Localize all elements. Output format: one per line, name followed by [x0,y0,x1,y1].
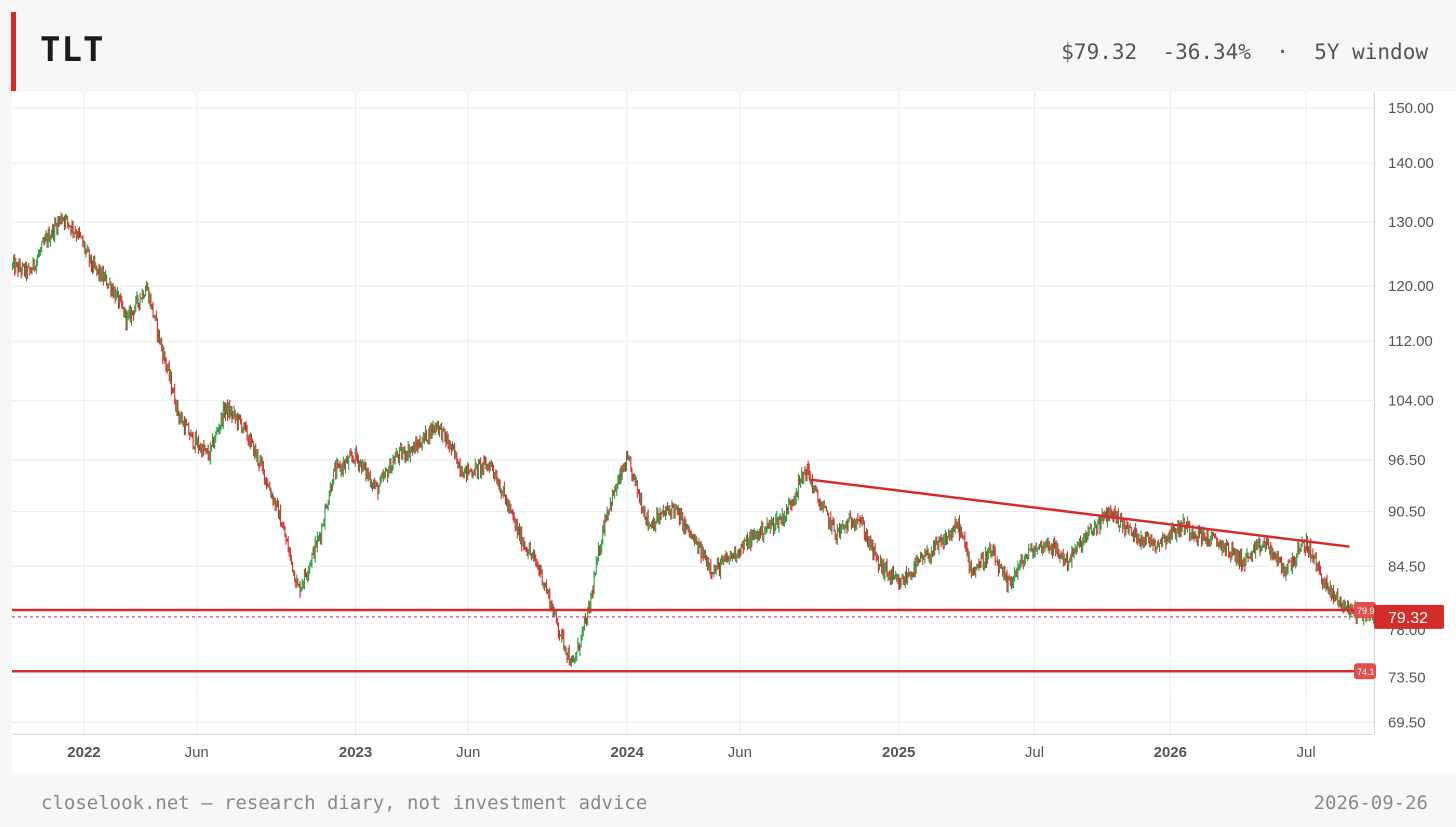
time-window: 5Y window [1314,40,1428,64]
x-tick-label: Jun [185,744,209,761]
y-tick-label: 120.00 [1388,278,1434,295]
support-lower-tag: 74.1 [1357,667,1375,677]
y-tick-label: 104.00 [1388,392,1434,409]
footer-disclaimer: closelook.net — research diary, not inve… [41,792,648,814]
chart-header: TLT $79.32 -36.34% · 5Y window [0,0,1456,92]
y-tick-label: 84.50 [1388,558,1426,575]
support-upper-tag-bg [1354,602,1376,619]
last-price: $79.32 [1061,40,1138,64]
x-tick-label: 2023 [339,744,372,761]
x-tick-label: Jul [1297,744,1316,761]
x-tick-label: 2026 [1154,744,1187,761]
accent-bar [11,12,16,91]
x-tick-label: Jul [1025,744,1044,761]
y-tick-label: 90.50 [1388,503,1426,520]
ticker-symbol: TLT [40,30,105,70]
stats-separator: · [1276,40,1289,64]
y-tick-label: 96.50 [1388,452,1426,469]
y-tick-label: 130.00 [1388,214,1434,231]
support-lower-tag-bg [1354,663,1376,680]
trendline [808,478,1350,548]
percent-change: -36.34% [1162,40,1251,64]
x-tick-label: 2022 [67,744,100,761]
x-tick-label: 2025 [882,744,915,761]
chart-area: 150.00 140.00 130.00 120.00 112.00 104.00 96.5… [12,92,1456,774]
y-tick-label: 112.00 [1388,333,1433,350]
footer-date: 2026-09-26 [1313,792,1428,814]
price-chart: 150.00 140.00 130.00 120.00 112.00 104.00 96.5… [12,92,1444,761]
y-tick-label: 69.50 [1388,714,1426,731]
last-price-tag: 79.32 [1388,610,1428,627]
support-upper-tag: 79.9 [1357,606,1375,616]
x-tick-label: Jun [456,744,480,761]
last-price-tag-bg [1374,604,1444,629]
price-stats: $79.32 -36.34% · 5Y window [1061,40,1428,64]
x-tick-label: 2024 [610,744,644,761]
x-tick-label: Jun [728,744,752,761]
y-tick-label: 73.50 [1388,670,1426,687]
y-tick-label: 150.00 [1388,100,1434,117]
y-tick-label: 140.00 [1388,155,1434,172]
